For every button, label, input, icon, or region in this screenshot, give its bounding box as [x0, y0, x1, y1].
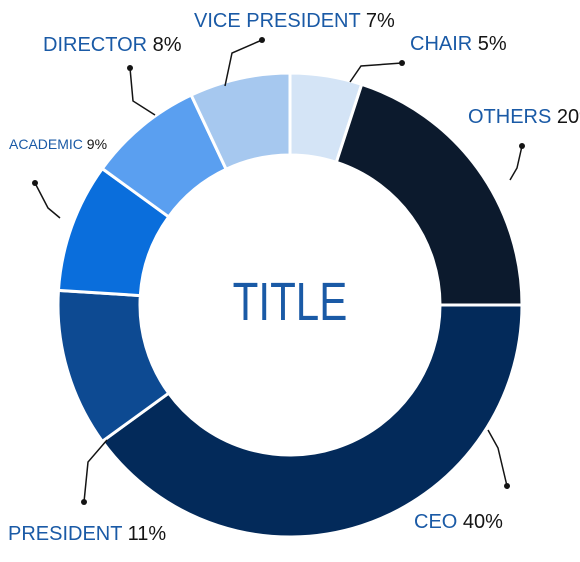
leader-line-ceo — [487, 429, 508, 487]
slice-label-academic: ACADEMIC 9% — [9, 136, 107, 152]
slice-name: CHAIR — [410, 33, 478, 55]
slice-label-vice-president: VICE PRESIDENT 7% — [194, 10, 395, 32]
leader-dot — [399, 60, 405, 66]
labels-group: CHAIR 5% OTHERS 20% CEO 40% PRESIDENT 11% AC… — [8, 10, 580, 545]
slice-label-ceo: CEO 40% — [414, 511, 503, 533]
leader-dot — [519, 143, 525, 149]
slice-value-label: 11% — [128, 523, 167, 545]
slice-ceo — [100, 303, 524, 539]
slice-value-label: 9% — [87, 136, 107, 152]
slice-label-president: PRESIDENT 11% — [8, 523, 166, 545]
slice-label-director: DIRECTOR 8% — [43, 34, 182, 56]
leader-line-others — [509, 145, 523, 181]
leader-line-chair — [349, 62, 403, 83]
slice-label-chair: CHAIR 5% — [410, 33, 507, 55]
leader-lines-group — [32, 37, 525, 505]
slice-name: VICE PRESIDENT — [194, 10, 366, 32]
slice-label-others: OTHERS 20% — [468, 106, 580, 128]
slice-name: CEO — [414, 511, 463, 533]
slice-value-label: 40% — [463, 511, 503, 533]
slice-name: PRESIDENT — [8, 523, 128, 545]
leader-line-academic — [34, 182, 61, 219]
leader-dot — [81, 499, 87, 505]
leader-dot — [127, 65, 133, 71]
slice-value-label: 7% — [366, 10, 395, 32]
slice-vice-president — [189, 71, 292, 172]
slice-value-label: 5% — [478, 33, 507, 55]
leader-dot — [32, 180, 38, 186]
chart-center-title: TITLE — [233, 272, 348, 332]
leader-line-vice-president — [224, 39, 263, 87]
slices-group — [56, 71, 524, 539]
slice-value-label: 20% — [557, 106, 580, 128]
leader-line-president — [83, 439, 108, 503]
leader-dot — [504, 483, 510, 489]
leader-line-director — [129, 67, 156, 116]
slice-value-label: 8% — [153, 34, 182, 56]
slice-name: OTHERS — [468, 106, 557, 128]
slice-name: ACADEMIC — [9, 136, 87, 152]
leader-dot — [259, 37, 265, 43]
slice-name: DIRECTOR — [43, 34, 153, 56]
